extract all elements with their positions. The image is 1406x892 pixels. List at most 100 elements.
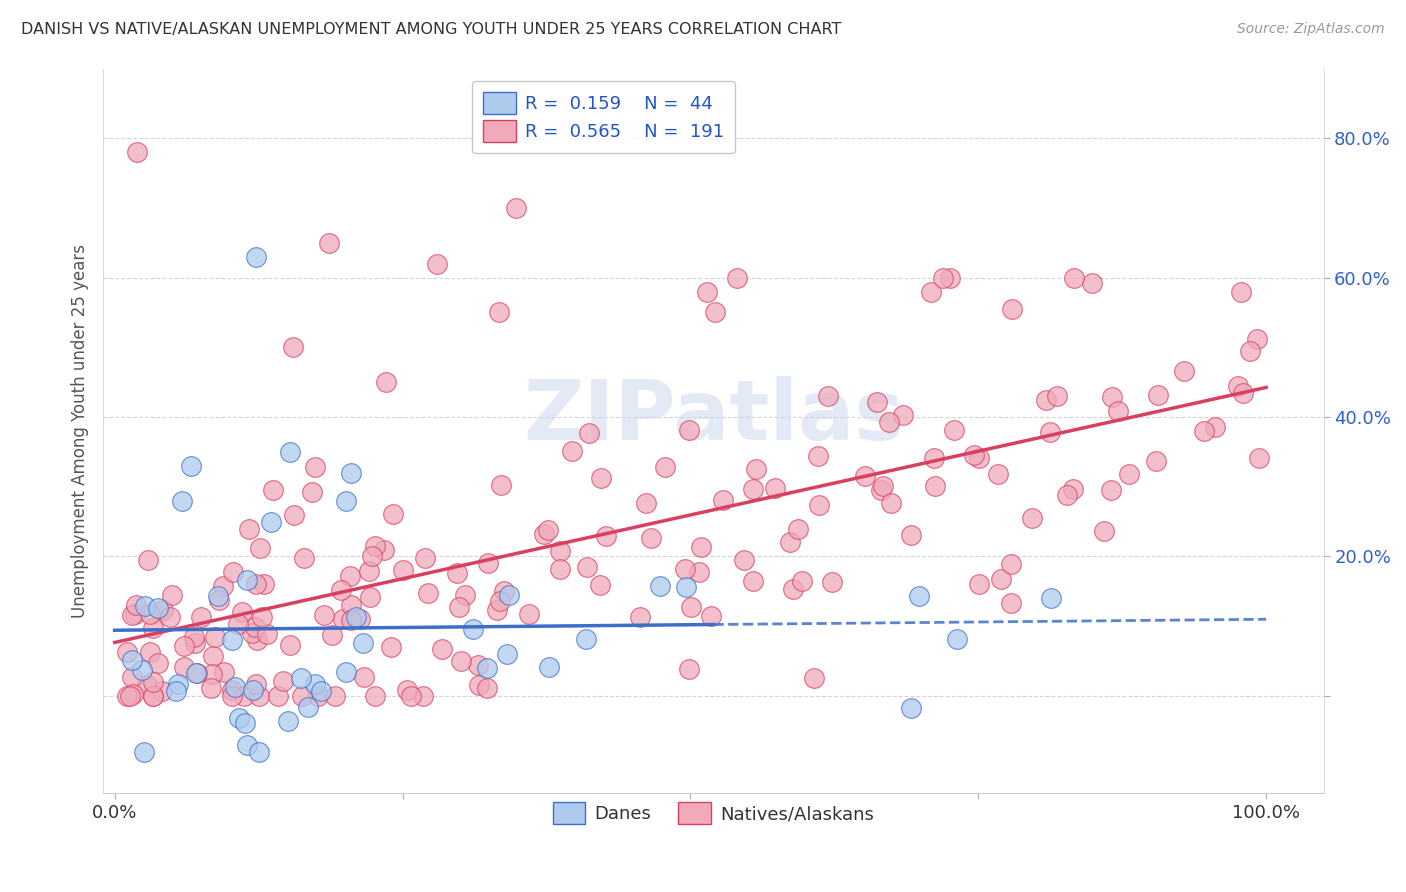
Point <box>304 460 326 475</box>
Point <box>807 498 830 512</box>
Point <box>142 689 165 703</box>
Point <box>725 270 748 285</box>
Point <box>1194 424 1216 438</box>
Point <box>446 566 468 580</box>
Point <box>159 610 181 624</box>
Point <box>121 607 143 622</box>
Point <box>232 689 254 703</box>
Point <box>538 660 561 674</box>
Point <box>290 689 312 703</box>
Point <box>142 689 165 703</box>
Point <box>364 689 387 703</box>
Point <box>353 670 375 684</box>
Point <box>1021 510 1043 524</box>
Point <box>304 676 326 690</box>
Point <box>344 610 367 624</box>
Point <box>1001 302 1024 317</box>
Point <box>124 607 146 622</box>
Point <box>134 599 156 614</box>
Point <box>1101 391 1123 405</box>
Point <box>262 483 284 498</box>
Point <box>924 479 946 493</box>
Point <box>380 640 402 654</box>
Point <box>1000 596 1022 610</box>
Point <box>498 588 520 602</box>
Point <box>673 562 696 576</box>
Point <box>273 674 295 689</box>
Point <box>634 496 657 510</box>
Point <box>247 745 270 759</box>
Point <box>117 645 139 659</box>
Point <box>363 539 385 553</box>
Point <box>872 479 894 493</box>
Point <box>711 492 734 507</box>
Point <box>292 550 315 565</box>
Point <box>399 689 422 703</box>
Text: DANISH VS NATIVE/ALASKAN UNEMPLOYMENT AMONG YOUTH UNDER 25 YEARS CORRELATION CHA: DANISH VS NATIVE/ALASKAN UNEMPLOYMENT AM… <box>21 22 841 37</box>
Point <box>675 580 697 594</box>
Point <box>548 544 571 558</box>
Point <box>131 663 153 677</box>
Point <box>870 483 893 497</box>
Point <box>1173 364 1195 378</box>
Point <box>1146 453 1168 467</box>
Point <box>1246 332 1268 346</box>
Point <box>595 529 617 543</box>
Point <box>180 458 202 473</box>
Point <box>745 462 768 476</box>
Point <box>252 610 274 624</box>
Point <box>488 305 510 319</box>
Point <box>243 620 266 634</box>
Point <box>374 375 396 389</box>
Point <box>880 496 903 510</box>
Point <box>309 684 332 698</box>
Point <box>121 653 143 667</box>
Point <box>742 482 765 496</box>
Text: Source: ZipAtlas.com: Source: ZipAtlas.com <box>1237 22 1385 37</box>
Point <box>866 395 889 409</box>
Point <box>392 563 415 577</box>
Point <box>152 602 174 616</box>
Point <box>1226 379 1249 393</box>
Point <box>246 633 269 648</box>
Point <box>475 681 498 695</box>
Point <box>891 408 914 422</box>
Point <box>792 574 814 588</box>
Point <box>640 531 662 545</box>
Legend: Danes, Natives/Alaskans: Danes, Natives/Alaskans <box>543 791 884 835</box>
Point <box>349 612 371 626</box>
Point <box>967 451 990 466</box>
Point <box>700 608 723 623</box>
Point <box>329 583 352 598</box>
Point <box>207 589 229 603</box>
Point <box>963 448 986 462</box>
Point <box>432 641 454 656</box>
Point <box>561 444 583 458</box>
Point <box>117 689 139 703</box>
Point <box>741 574 763 589</box>
Point <box>648 579 671 593</box>
Point <box>654 460 676 475</box>
Point <box>877 415 900 429</box>
Point <box>150 684 173 698</box>
Point <box>703 305 725 319</box>
Point <box>290 671 312 685</box>
Point <box>696 285 718 299</box>
Point <box>190 609 212 624</box>
Point <box>236 573 259 587</box>
Point <box>496 647 519 661</box>
Point <box>1038 425 1060 440</box>
Point <box>1000 557 1022 571</box>
Point <box>932 270 955 285</box>
Point <box>139 607 162 622</box>
Y-axis label: Unemployment Among Youth under 25 years: Unemployment Among Youth under 25 years <box>72 244 89 618</box>
Point <box>987 467 1010 481</box>
Point <box>249 541 271 556</box>
Point <box>267 689 290 703</box>
Point <box>132 745 155 759</box>
Point <box>486 603 509 617</box>
Point <box>238 522 260 536</box>
Point <box>245 577 267 591</box>
Point <box>467 678 489 692</box>
Point <box>233 716 256 731</box>
